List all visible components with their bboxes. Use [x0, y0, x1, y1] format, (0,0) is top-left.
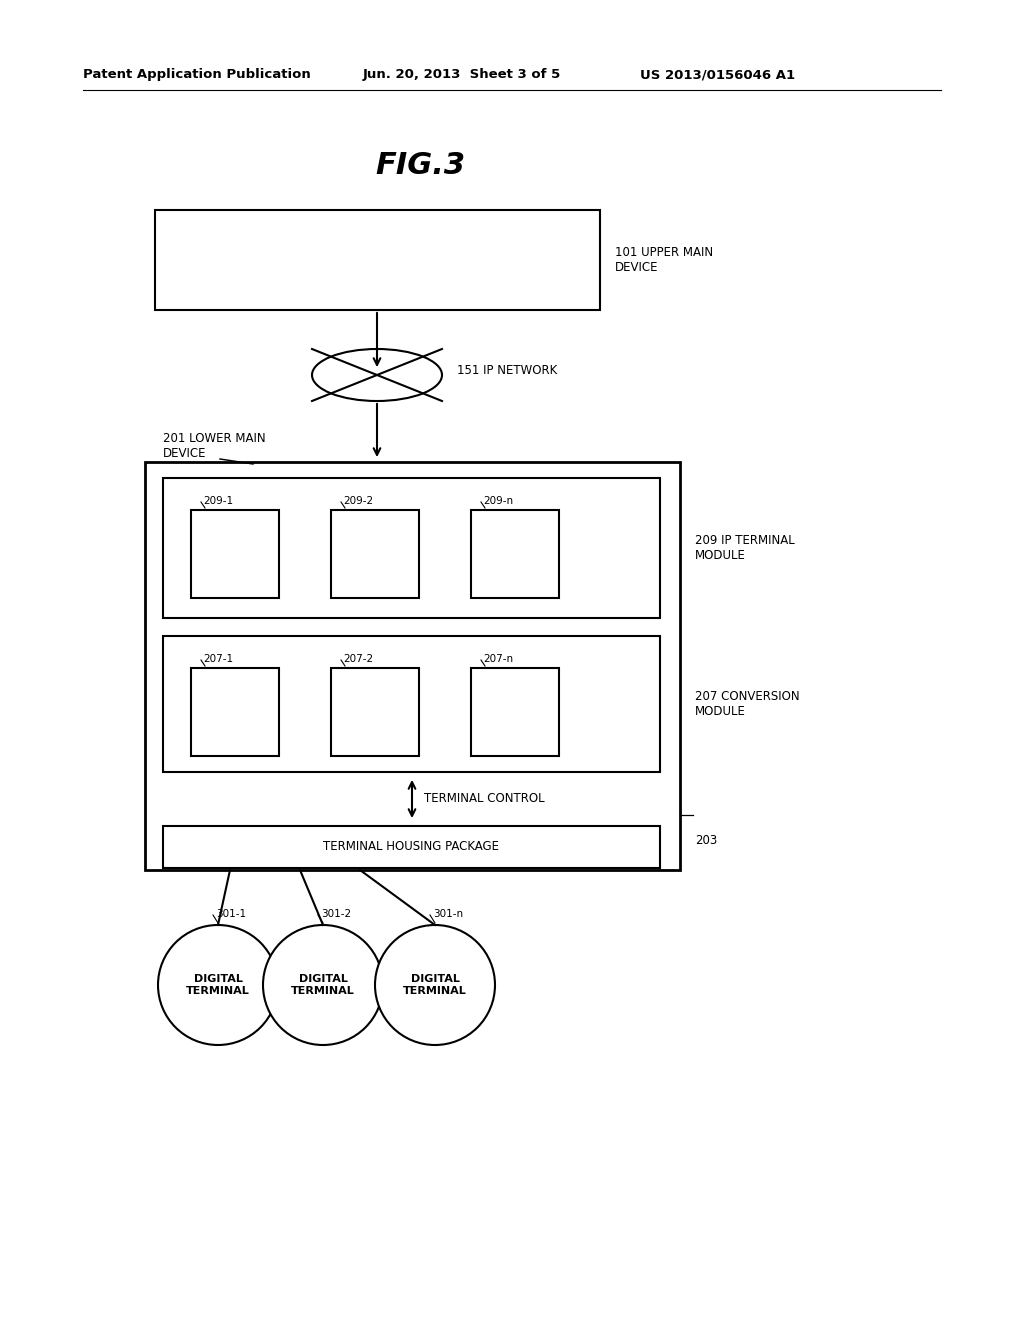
Bar	[191, 510, 279, 598]
Text: 209-2: 209-2	[343, 496, 373, 506]
Text: 207-1: 207-1	[203, 653, 233, 664]
Text: TERMINAL HOUSING PACKAGE: TERMINAL HOUSING PACKAGE	[323, 841, 499, 854]
Bar	[331, 510, 419, 598]
Text: 301-2: 301-2	[321, 909, 351, 919]
Circle shape	[158, 925, 278, 1045]
Bar	[163, 478, 660, 618]
Text: 207-n: 207-n	[483, 653, 513, 664]
Text: 209-1: 209-1	[203, 496, 233, 506]
Text: US 2013/0156046 A1: US 2013/0156046 A1	[640, 69, 795, 81]
Text: Jun. 20, 2013  Sheet 3 of 5: Jun. 20, 2013 Sheet 3 of 5	[362, 69, 561, 81]
Bar	[163, 636, 660, 772]
Bar	[163, 826, 660, 869]
Text: 207-2: 207-2	[343, 653, 373, 664]
Bar	[191, 668, 279, 756]
Circle shape	[375, 925, 495, 1045]
Bar	[471, 510, 559, 598]
Text: 151 IP NETWORK: 151 IP NETWORK	[457, 363, 557, 376]
Ellipse shape	[312, 348, 442, 401]
Text: 201 LOWER MAIN
DEVICE: 201 LOWER MAIN DEVICE	[163, 432, 265, 459]
Text: Patent Application Publication: Patent Application Publication	[83, 69, 310, 81]
Text: 301-1: 301-1	[216, 909, 246, 919]
Text: 209-n: 209-n	[483, 496, 513, 506]
Text: DIGITAL
TERMINAL: DIGITAL TERMINAL	[186, 974, 250, 995]
Text: 101 UPPER MAIN
DEVICE: 101 UPPER MAIN DEVICE	[615, 246, 713, 275]
Text: 209 IP TERMINAL
MODULE: 209 IP TERMINAL MODULE	[695, 535, 795, 562]
Bar	[331, 668, 419, 756]
Bar	[471, 668, 559, 756]
Text: TERMINAL CONTROL: TERMINAL CONTROL	[424, 792, 545, 805]
Bar	[145, 462, 680, 870]
Bar	[155, 210, 600, 310]
Text: 301-n: 301-n	[433, 909, 463, 919]
Text: 203: 203	[695, 833, 717, 846]
Text: 207 CONVERSION
MODULE: 207 CONVERSION MODULE	[695, 690, 800, 718]
Text: FIG.3: FIG.3	[375, 150, 465, 180]
Text: DIGITAL
TERMINAL: DIGITAL TERMINAL	[403, 974, 467, 995]
Circle shape	[263, 925, 383, 1045]
Text: DIGITAL
TERMINAL: DIGITAL TERMINAL	[291, 974, 355, 995]
